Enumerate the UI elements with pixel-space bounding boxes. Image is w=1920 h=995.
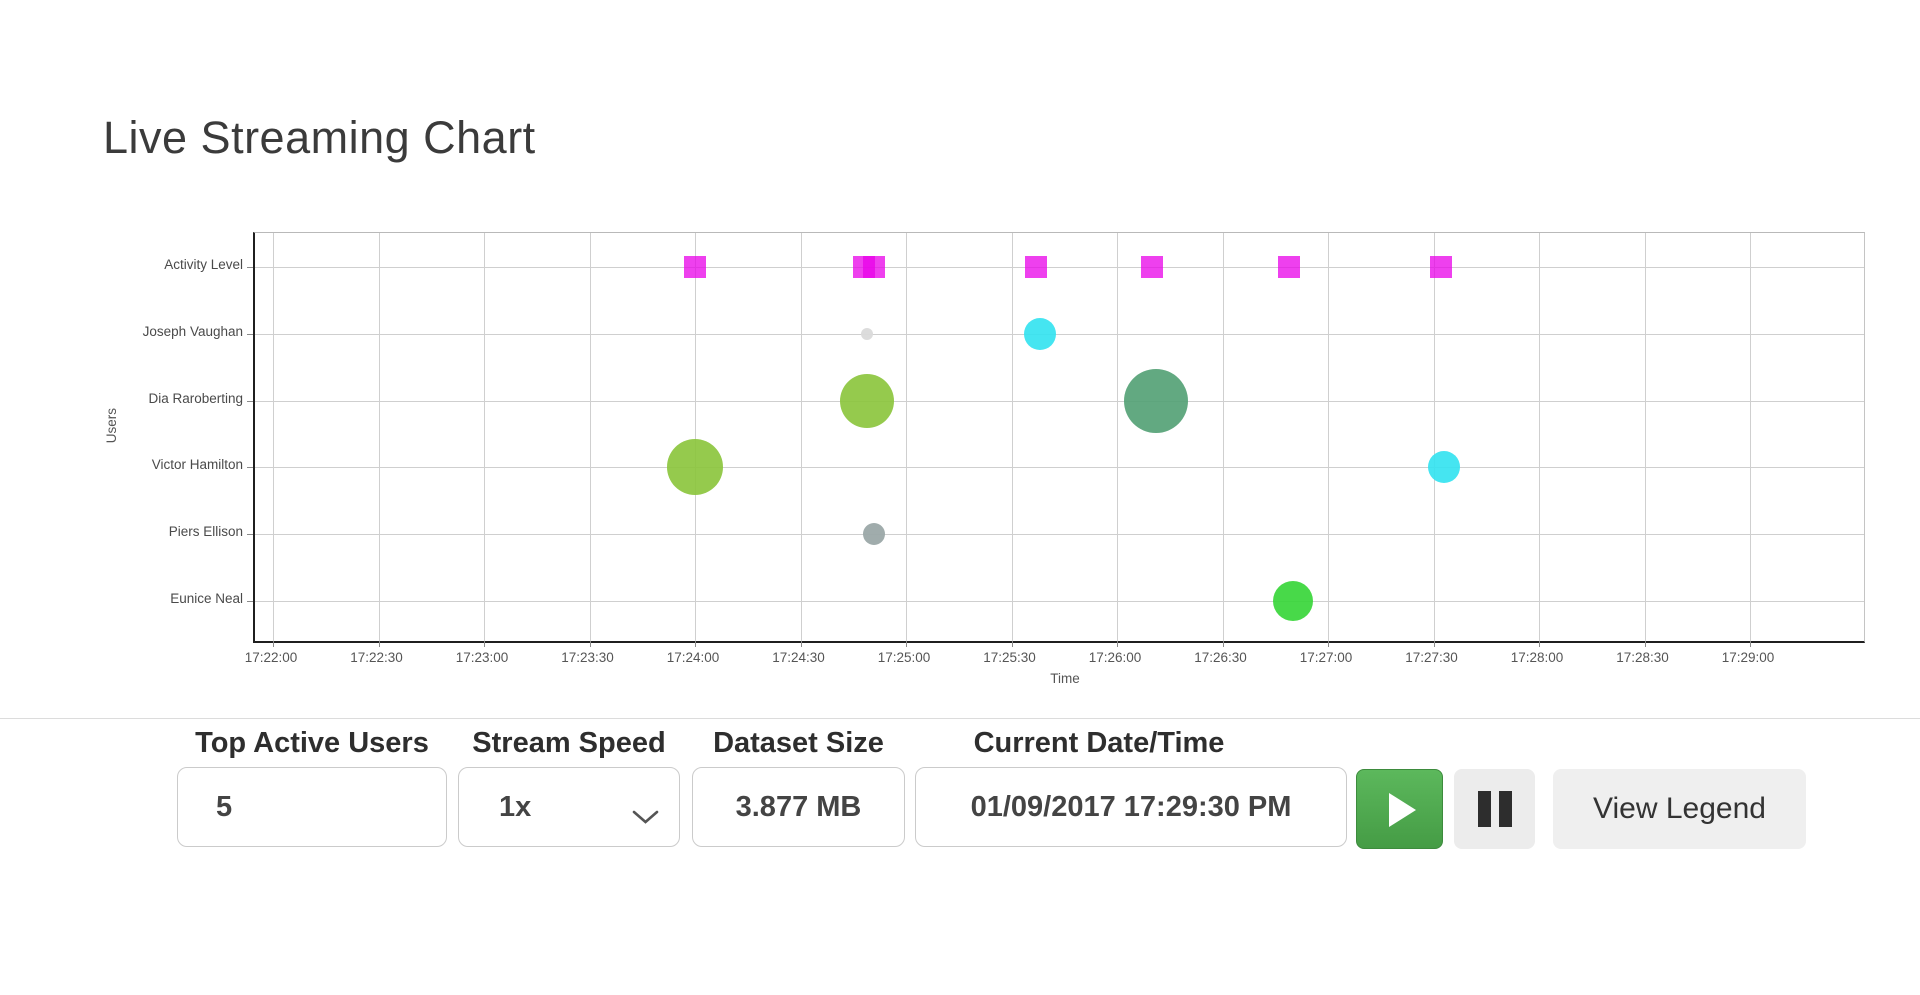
x-tick-label: 17:25:30 bbox=[983, 650, 1036, 665]
x-gridline bbox=[1328, 233, 1329, 641]
pause-icon bbox=[1478, 791, 1512, 827]
user-bubble-marker bbox=[667, 439, 723, 496]
x-tick-mark bbox=[378, 641, 380, 647]
x-tick-mark bbox=[695, 641, 696, 647]
x-axis-title: Time bbox=[1050, 671, 1080, 686]
y-gridline bbox=[255, 467, 1864, 469]
x-gridline bbox=[589, 233, 591, 641]
x-gridline bbox=[800, 233, 802, 641]
current-datetime-value: 01/09/2017 17:29:30 PM bbox=[915, 767, 1347, 847]
stream-speed-label: Stream Speed bbox=[472, 727, 666, 759]
chevron-down-icon bbox=[632, 800, 659, 833]
y-tick-mark bbox=[247, 333, 253, 335]
y-category-label: Joseph Vaughan bbox=[142, 323, 243, 339]
x-gridline bbox=[1433, 233, 1435, 641]
x-tick-mark bbox=[1433, 641, 1435, 647]
y-tick-mark bbox=[247, 267, 253, 268]
y-gridline bbox=[255, 267, 1864, 268]
x-gridline bbox=[906, 233, 907, 641]
x-tick-label: 17:23:00 bbox=[455, 650, 509, 665]
x-tick-mark bbox=[1644, 641, 1646, 647]
activity-square-marker bbox=[1429, 256, 1452, 278]
x-gridline bbox=[1222, 233, 1224, 641]
user-bubble-marker bbox=[1023, 317, 1056, 350]
y-category-label: Dia Raroberting bbox=[148, 390, 243, 406]
x-tick-mark bbox=[1117, 641, 1118, 647]
x-gridline bbox=[1117, 233, 1118, 641]
x-gridline bbox=[1539, 233, 1540, 641]
y-category-label: Piers Ellison bbox=[168, 524, 243, 540]
x-tick-mark bbox=[1328, 641, 1329, 647]
pause-button[interactable] bbox=[1454, 769, 1535, 849]
x-gridline bbox=[484, 233, 485, 641]
user-bubble-marker bbox=[1123, 368, 1188, 433]
x-tick-mark bbox=[484, 641, 485, 647]
play-button[interactable] bbox=[1356, 769, 1443, 849]
x-tick-label: 17:22:00 bbox=[244, 650, 298, 665]
x-tick-label: 17:28:30 bbox=[1616, 650, 1669, 665]
activity-square-marker bbox=[863, 256, 886, 278]
activity-square-marker bbox=[1025, 256, 1048, 278]
x-tick-mark bbox=[1011, 641, 1013, 647]
x-tick-label: 17:26:00 bbox=[1088, 650, 1142, 665]
activity-square-marker bbox=[684, 256, 706, 278]
y-category-label: Activity Level bbox=[164, 257, 243, 272]
activity-square-marker bbox=[1141, 256, 1164, 278]
y-tick-mark bbox=[247, 467, 253, 469]
x-tick-label: 17:24:30 bbox=[772, 650, 825, 665]
y-category-label: Eunice Neal bbox=[170, 591, 243, 606]
x-tick-label: 17:26:30 bbox=[1194, 650, 1247, 665]
x-gridline bbox=[695, 233, 696, 641]
x-tick-label: 17:27:00 bbox=[1299, 650, 1353, 665]
plot-area bbox=[247, 232, 1865, 647]
user-bubble-marker bbox=[1272, 581, 1313, 621]
x-tick-mark bbox=[1539, 641, 1540, 647]
x-tick-mark bbox=[273, 641, 274, 647]
x-tick-label: 17:24:00 bbox=[666, 650, 720, 665]
y-tick-mark bbox=[247, 534, 253, 536]
play-icon bbox=[1389, 793, 1416, 827]
x-tick-mark bbox=[1750, 641, 1751, 647]
user-bubble-marker bbox=[840, 373, 895, 428]
user-bubble-marker bbox=[1428, 451, 1461, 484]
y-category-label: Victor Hamilton bbox=[151, 457, 243, 473]
x-gridline bbox=[273, 233, 274, 641]
activity-square-marker bbox=[1278, 256, 1301, 278]
x-gridline bbox=[1644, 233, 1646, 641]
dataset-size-value: 3.877 MB bbox=[692, 767, 905, 847]
y-gridline bbox=[255, 400, 1864, 402]
divider-line bbox=[0, 718, 1920, 719]
y-gridline bbox=[255, 333, 1864, 335]
x-tick-mark bbox=[589, 641, 591, 647]
x-tick-mark bbox=[800, 641, 802, 647]
x-tick-mark bbox=[1222, 641, 1224, 647]
y-tick-mark bbox=[247, 400, 253, 402]
x-tick-label: 17:29:00 bbox=[1721, 650, 1775, 665]
stream-speed-value: 1x bbox=[499, 791, 532, 823]
x-gridline bbox=[1011, 233, 1013, 641]
dataset-size-label: Dataset Size bbox=[713, 727, 884, 759]
y-gridline bbox=[255, 534, 1864, 536]
y-tick-mark bbox=[247, 601, 253, 602]
top-active-users-label: Top Active Users bbox=[195, 727, 429, 759]
y-axis-title: Users bbox=[104, 408, 119, 444]
x-tick-label: 17:25:00 bbox=[877, 650, 931, 665]
x-gridline bbox=[1750, 233, 1751, 641]
user-bubble-marker bbox=[861, 327, 874, 340]
current-datetime-label: Current Date/Time bbox=[973, 727, 1225, 759]
y-gridline bbox=[255, 601, 1864, 602]
top-active-users-input[interactable] bbox=[177, 767, 447, 847]
x-tick-label: 17:28:00 bbox=[1510, 650, 1564, 665]
view-legend-button[interactable]: View Legend bbox=[1553, 769, 1806, 849]
x-tick-label: 17:27:30 bbox=[1405, 650, 1458, 665]
live-streaming-chart: Users Time 17:22:00 17:22:30 17:23:00 17:23… bbox=[104, 232, 1865, 686]
x-tick-label: 17:22:30 bbox=[350, 650, 403, 665]
x-tick-mark bbox=[906, 641, 907, 647]
x-tick-label: 17:23:30 bbox=[561, 650, 614, 665]
user-bubble-marker bbox=[863, 523, 886, 546]
page-title: Live Streaming Chart bbox=[103, 112, 536, 163]
stream-speed-select[interactable]: 1x bbox=[458, 767, 680, 847]
x-gridline bbox=[378, 233, 380, 641]
